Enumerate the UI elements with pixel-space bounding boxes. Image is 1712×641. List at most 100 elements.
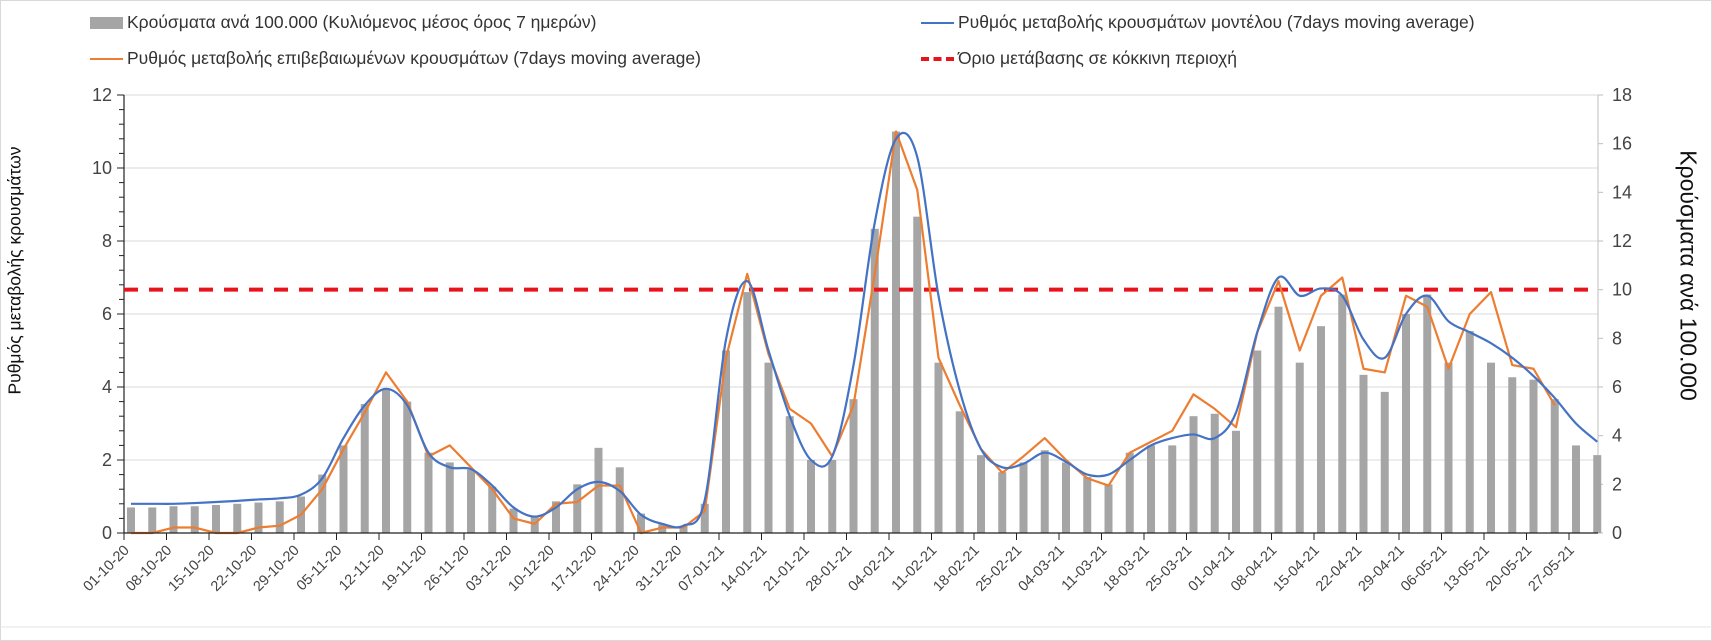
y-right-tick-label: 4	[1612, 426, 1622, 446]
bar	[785, 416, 794, 533]
bar	[637, 513, 645, 533]
x-tick-label: 31-12-20	[633, 543, 685, 595]
bar	[403, 401, 412, 533]
bar	[424, 452, 433, 533]
bar	[1210, 413, 1219, 533]
bar	[127, 507, 135, 533]
bar	[828, 460, 837, 533]
bar	[1189, 416, 1198, 533]
x-tick-label: 29-04-21	[1355, 543, 1407, 595]
bar	[212, 505, 220, 533]
bar	[552, 501, 560, 533]
bar	[1274, 306, 1283, 533]
legend-label-threshold: Όριο μετάβασης σε κόκκινη περιοχή	[958, 48, 1238, 68]
bar	[1444, 362, 1453, 533]
x-tick-label: 04-02-21	[845, 543, 897, 595]
x-tick-label: 25-03-21	[1143, 543, 1195, 595]
x-tick-label: 17-12-20	[548, 543, 600, 595]
x-tick-label: 22-10-20	[208, 543, 260, 595]
bar	[1487, 362, 1495, 533]
legend-item-bars: Κρούσματα ανά 100.000 (Κυλιόμενος μέσος …	[90, 12, 596, 33]
x-tick-label: 20-05-21	[1483, 543, 1535, 595]
bar	[360, 404, 369, 533]
bar	[169, 506, 178, 533]
legend-label-confirmed: Ρυθμός μεταβολής επιβεβαιωμένων κρουσμάτ…	[127, 48, 701, 68]
bar	[892, 131, 900, 533]
x-tick-label: 01-10-20	[80, 543, 132, 595]
bar	[190, 506, 199, 533]
y-left-tick-label: 10	[92, 158, 112, 178]
bar	[233, 503, 242, 533]
bar	[445, 462, 454, 533]
bar	[1317, 326, 1325, 533]
bar	[998, 472, 1007, 533]
y-left-tick-label: 8	[102, 231, 112, 251]
bar	[934, 362, 943, 533]
x-tick-label: 28-01-21	[803, 543, 855, 595]
bar	[594, 447, 603, 533]
bar	[1572, 445, 1580, 533]
bar	[1040, 450, 1049, 533]
bar	[254, 502, 263, 533]
x-tick-label: 07-01-21	[675, 543, 727, 595]
x-tick-label: 24-12-20	[590, 543, 642, 595]
bar	[318, 474, 327, 533]
x-tick-label: 14-01-21	[718, 543, 770, 595]
bar	[1380, 391, 1389, 533]
legend-swatch-bars	[90, 16, 123, 29]
y-right-tick-label: 10	[1612, 280, 1632, 300]
bar	[573, 484, 582, 533]
y-right-tick-label: 6	[1612, 377, 1622, 397]
x-tick-label: 15-10-20	[165, 543, 217, 595]
x-tick-label: 05-11-20	[294, 543, 346, 595]
x-tick-label: 08-04-21	[1228, 543, 1280, 595]
x-tick-label: 08-10-20	[123, 543, 175, 595]
legend-swatch-confirmed	[90, 57, 123, 60]
bar	[1465, 331, 1474, 533]
bar	[1423, 294, 1432, 533]
bar	[955, 411, 964, 533]
bar	[1125, 452, 1134, 533]
bar	[467, 469, 475, 533]
bar	[488, 486, 497, 533]
bar	[1295, 362, 1304, 533]
x-tick-label: 03-12-20	[463, 543, 515, 595]
bar	[1019, 462, 1028, 533]
legend-item-confirmed: Ρυθμός μεταβολής επιβεβαιωμένων κρουσμάτ…	[90, 48, 701, 69]
bar	[1550, 399, 1559, 533]
bar	[275, 501, 284, 533]
x-tick-label: 22-04-21	[1313, 543, 1365, 595]
x-tick-label: 25-02-21	[973, 543, 1025, 595]
x-tick-label: 19-11-20	[379, 543, 431, 595]
bar	[148, 507, 157, 533]
y-left-tick-label: 12	[92, 85, 112, 105]
bar	[1402, 314, 1410, 533]
bar	[1062, 462, 1070, 533]
bar	[807, 460, 815, 533]
model-series-line	[131, 131, 1598, 529]
y-right-tick-label: 0	[1612, 523, 1622, 543]
bar	[913, 216, 922, 533]
bar	[658, 524, 667, 533]
bar	[1168, 445, 1177, 533]
x-tick-label: 27-05-21	[1525, 543, 1577, 595]
bar	[870, 228, 879, 534]
legend-label-bars: Κρούσματα ανά 100.000 (Κυλιόμενος μέσος …	[127, 12, 597, 32]
x-tick-label: 18-03-21	[1100, 543, 1152, 595]
bar	[743, 292, 752, 533]
legend-swatch-model	[921, 21, 954, 24]
y-right-tick-label: 8	[1612, 328, 1622, 348]
legend-item-model: Ρυθμός μεταβολής κρουσμάτων μοντέλου (7d…	[921, 12, 1475, 33]
y-right-tick-label: 2	[1612, 474, 1622, 494]
x-tick-label: 04-03-21	[1015, 543, 1067, 595]
legend-item-threshold: Όριο μετάβασης σε κόκκινη περιοχή	[921, 48, 1237, 69]
bar	[1593, 455, 1602, 533]
bar	[1253, 350, 1262, 533]
bar	[1104, 484, 1113, 533]
confirmed-series-line	[131, 130, 1556, 535]
bar	[764, 362, 773, 533]
bar	[509, 508, 518, 533]
bar	[1338, 294, 1347, 533]
bar	[1147, 445, 1155, 533]
